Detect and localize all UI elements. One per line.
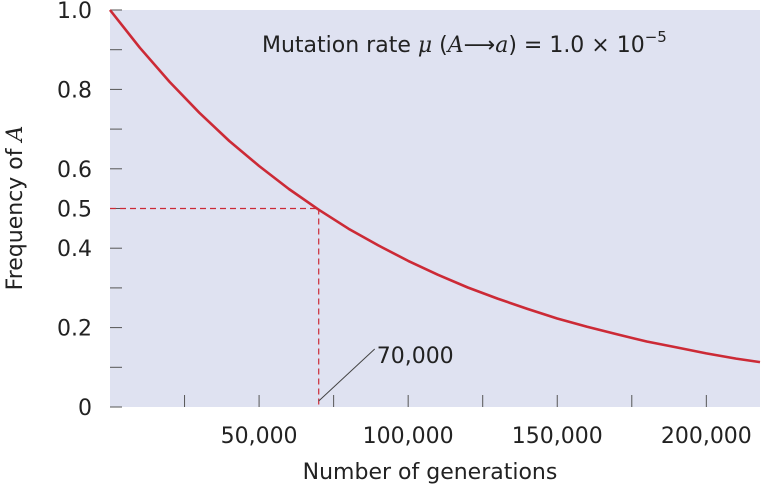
y-tick-label: 0.4 <box>57 237 92 262</box>
series-layer <box>108 9 761 364</box>
x-axis-tick-labels: 50,000 100,000 150,000 200,000 <box>221 424 752 449</box>
x-tick-label: 200,000 <box>661 424 752 449</box>
y-tick-label: 0 <box>78 396 92 421</box>
y-tick-label: 0.2 <box>57 317 92 342</box>
y-tick-label: 1.0 <box>57 0 92 24</box>
x-axis-ticks <box>184 395 707 407</box>
y-axis-ticks <box>110 9 122 408</box>
x-tick-label: 50,000 <box>221 424 298 449</box>
x-axis-title: Number of generations <box>303 460 558 485</box>
formula-close: ) = 1.0 × 10 <box>508 33 644 58</box>
reference-lines <box>110 207 320 407</box>
x-tick-label: 150,000 <box>512 424 603 449</box>
plot-area <box>110 10 760 407</box>
formula-open: ( <box>432 33 448 58</box>
y-axis-title-main: Frequency of <box>3 142 28 291</box>
y-tick-label: 0.5 <box>57 198 92 223</box>
annotation-leader-line <box>318 348 376 402</box>
mutation-rate-prefix: Mutation rate <box>262 33 418 58</box>
x-tick-label: 100,000 <box>363 424 454 449</box>
frequency-curve <box>108 9 761 364</box>
mutation-rate-label: Mutation rate μ (A⟶a) = 1.0 × 10−5 <box>262 28 667 58</box>
formula-exponent: −5 <box>645 28 667 46</box>
mu-symbol: μ <box>418 33 432 58</box>
annotation-layer: 70,000 <box>318 344 454 402</box>
y-axis-title: Frequency of A <box>3 126 28 291</box>
annotation-label: 70,000 <box>377 344 454 369</box>
y-axis-tick-labels: 0 0.2 0.4 0.5 0.6 0.8 1.0 <box>57 0 92 421</box>
y-tick-label: 0.8 <box>57 78 92 103</box>
y-tick-label: 0.6 <box>57 158 92 183</box>
allele-from: A <box>446 33 464 58</box>
y-axis-title-italic: A <box>3 126 28 144</box>
allele-to: a <box>495 33 508 58</box>
arrow-symbol: ⟶ <box>464 33 496 58</box>
